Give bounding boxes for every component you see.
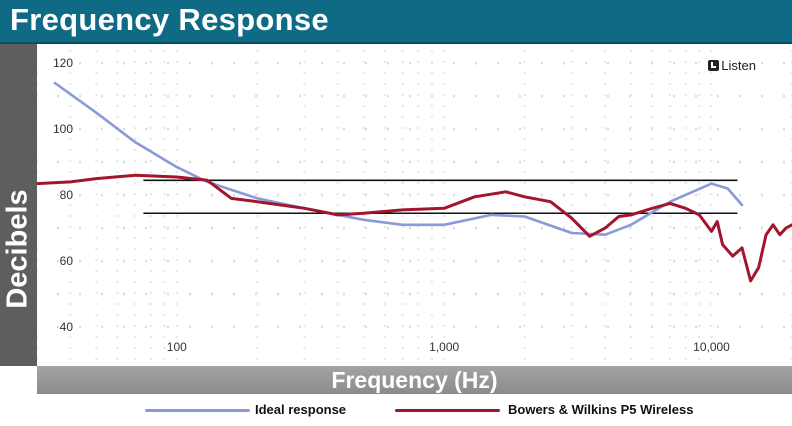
y-tick-label: 120 — [53, 56, 73, 70]
legend: Ideal response Bowers & Wilkins P5 Wirel… — [0, 398, 792, 424]
x-axis-label-bar: Frequency (Hz) — [37, 366, 792, 394]
plot-area: 40 60 80 100 120 100 1,000 10,000 Listen — [35, 44, 792, 366]
listen-check-icon — [708, 60, 720, 71]
listen-logo-text: Listen — [721, 58, 756, 73]
y-tick-label: 40 — [60, 320, 74, 334]
y-tick-label: 60 — [60, 254, 74, 268]
x-tick-label: 10,000 — [693, 340, 730, 354]
legend-line-p5 — [395, 409, 500, 412]
x-axis-label: Frequency (Hz) — [331, 367, 498, 393]
legend-label-p5: Bowers & Wilkins P5 Wireless — [508, 402, 694, 417]
series-line-ideal-response — [53, 81, 744, 236]
legend-label-ideal: Ideal response — [255, 402, 347, 417]
chart-svg: 40 60 80 100 120 100 1,000 10,000 — [35, 50, 792, 360]
y-axis-label: Decibels — [1, 189, 34, 309]
chart-title: Frequency Response — [10, 2, 329, 37]
y-tick-label: 100 — [53, 122, 73, 136]
legend-line-ideal — [145, 409, 250, 412]
y-tick-label: 80 — [60, 188, 74, 202]
x-tick-label: 100 — [167, 340, 187, 354]
title-bar: Frequency Response — [0, 0, 792, 44]
x-tick-label: 1,000 — [429, 340, 459, 354]
listen-logo: Listen — [708, 58, 756, 73]
series-line-bw-p5-wireless — [35, 173, 792, 283]
y-axis-label-bar: Decibels — [0, 44, 37, 366]
